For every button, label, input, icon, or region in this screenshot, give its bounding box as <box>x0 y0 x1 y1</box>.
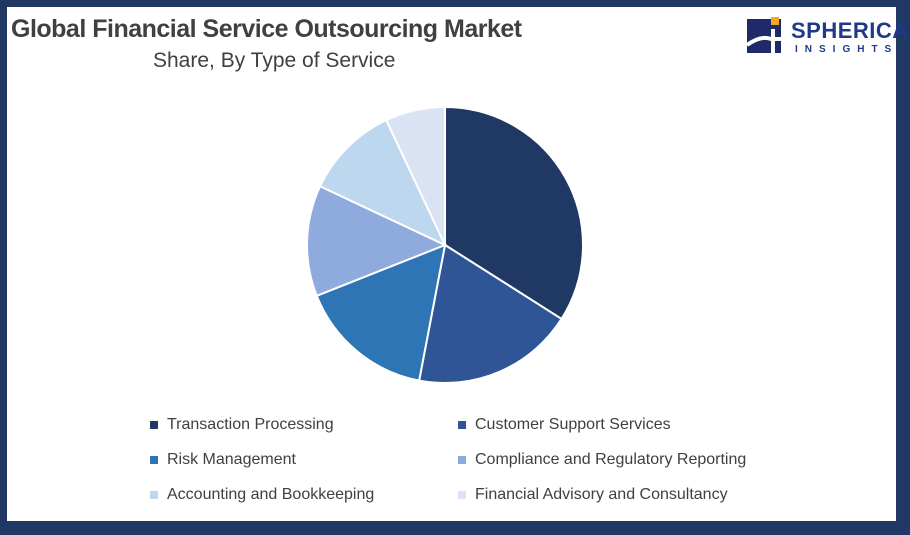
legend-label: Customer Support Services <box>475 415 671 433</box>
chart-frame: Global Financial Service Outsourcing Mar… <box>7 7 910 521</box>
chart-title: Global Financial Service Outsourcing Mar… <box>11 15 522 43</box>
legend: Transaction Processing Customer Support S… <box>150 414 830 505</box>
chart-subtitle: Share, By Type of Service <box>153 49 396 72</box>
legend-swatch <box>458 490 466 499</box>
legend-swatch <box>150 420 158 429</box>
legend-label: Accounting and Bookkeeping <box>167 485 375 503</box>
legend-swatch <box>150 455 158 464</box>
spherical-insights-logo: SPHERICAL INSIGHTS <box>745 17 910 57</box>
legend-item: Financial Advisory and Consultancy <box>458 484 818 505</box>
legend-item: Compliance and Regulatory Reporting <box>458 449 818 470</box>
pie-slice-customer-support-services <box>417 243 563 384</box>
legend-item: Risk Management <box>150 449 458 470</box>
pie-slice-accounting-and-bookkeeping <box>318 118 448 248</box>
pie-slice-compliance-and-regulatory-reporting <box>306 184 448 298</box>
legend-label: Risk Management <box>167 450 296 468</box>
logo-word: SPHERICAL <box>791 18 910 43</box>
legend-swatch <box>458 455 466 464</box>
legend-label: Transaction Processing <box>167 415 334 433</box>
legend-item: Accounting and Bookkeeping <box>150 484 458 505</box>
legend-swatch <box>458 420 466 429</box>
logo-mark-icon <box>745 17 781 53</box>
legend-label: Compliance and Regulatory Reporting <box>475 450 747 468</box>
legend-label: Financial Advisory and Consultancy <box>475 485 728 503</box>
logo-subword: INSIGHTS <box>795 44 899 55</box>
legend-item: Customer Support Services <box>458 414 818 435</box>
legend-swatch <box>150 490 158 499</box>
pie-slice-financial-advisory-and-consultancy <box>384 105 446 246</box>
pie-slice-risk-management <box>315 243 447 382</box>
legend-item: Transaction Processing <box>150 414 458 435</box>
